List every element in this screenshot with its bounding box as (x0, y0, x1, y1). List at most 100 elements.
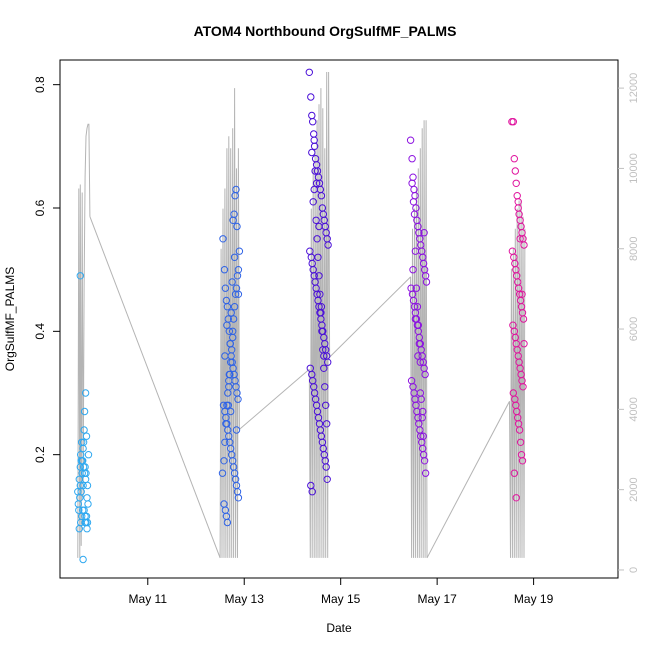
data-point (309, 118, 317, 126)
data-point (324, 358, 332, 366)
data-point (311, 167, 319, 175)
x-tick-label: May 11 (129, 592, 168, 606)
data-point (420, 229, 428, 237)
data-point (516, 438, 525, 446)
y2-tick-label: 12000 (628, 73, 640, 104)
data-point (408, 155, 416, 163)
data-point (519, 383, 527, 391)
altitude-transit-1 (89, 216, 221, 559)
data-point (229, 333, 237, 342)
data-point (219, 235, 227, 243)
altitude-segment-4 (410, 120, 428, 558)
data-point (320, 352, 328, 360)
data-point (312, 216, 320, 225)
data-point (232, 426, 241, 434)
y2-tick-label: 0 (628, 567, 640, 573)
data-point (514, 198, 522, 206)
data-point (229, 315, 238, 323)
data-point (518, 457, 527, 465)
y2-tick-label: 2000 (628, 477, 640, 501)
data-point (221, 352, 229, 360)
data-point (317, 192, 326, 200)
data-point (421, 469, 430, 477)
data-point (322, 463, 330, 471)
data-point (310, 136, 318, 144)
data-point (308, 488, 316, 496)
scatter-points-layer (74, 68, 528, 564)
data-point (234, 290, 243, 298)
data-point (234, 494, 243, 502)
data-point (410, 210, 419, 218)
data-point (409, 266, 417, 274)
altitude-transit-2 (239, 368, 310, 430)
data-point (234, 266, 243, 274)
data-point (316, 290, 324, 298)
data-point (518, 229, 526, 237)
data-point (235, 247, 244, 255)
data-point (234, 395, 242, 403)
x-tick-label: May 15 (321, 592, 361, 606)
data-point (83, 525, 91, 533)
data-point (324, 241, 332, 249)
data-point (415, 340, 423, 348)
data-point (508, 247, 517, 255)
data-point (510, 155, 518, 163)
data-point (318, 327, 326, 335)
data-point (413, 303, 422, 311)
data-point (414, 321, 422, 329)
data-point (518, 290, 526, 298)
data-point (228, 278, 236, 286)
data-point (515, 426, 524, 434)
data-point (321, 383, 329, 391)
y2-tick-label: 8000 (628, 236, 640, 260)
data-point (309, 198, 317, 206)
data-point (513, 192, 521, 200)
data-point (80, 407, 89, 416)
y-tick-label: 0.8 (33, 76, 47, 93)
plot-frame (59, 59, 619, 579)
data-point (223, 303, 232, 311)
altitude-segment-5 (509, 200, 526, 558)
data-point (514, 204, 522, 212)
data-point (232, 185, 240, 194)
altitude-transit-3 (329, 276, 411, 358)
data-point (230, 253, 239, 261)
data-point (317, 303, 326, 311)
data-point (322, 401, 330, 409)
y-axis-label: OrgSulfMF_PALMS (3, 267, 17, 371)
data-point (82, 469, 90, 477)
data-point (323, 475, 331, 483)
data-point (230, 210, 238, 218)
data-point (218, 469, 227, 477)
data-point (307, 93, 315, 101)
data-point (225, 383, 233, 391)
x-axis-label: Date (326, 621, 352, 635)
altitude-line-layer (77, 71, 526, 559)
data-point (75, 506, 83, 514)
altitude-segment-1 (77, 123, 91, 558)
y2-tick-label: 10000 (628, 153, 640, 184)
y-tick-label: 0.6 (33, 199, 47, 216)
data-point (232, 481, 241, 490)
data-point (419, 407, 427, 416)
data-point (84, 500, 92, 508)
data-point (312, 179, 321, 188)
data-point (79, 555, 87, 564)
data-point (80, 426, 88, 434)
x-tick-label: May 17 (417, 592, 457, 606)
altitude-segment-3 (308, 71, 331, 558)
x-tick-label: May 19 (514, 592, 554, 606)
data-point (221, 284, 230, 292)
y-tick-label: 0.2 (33, 446, 47, 463)
data-point (520, 340, 528, 348)
data-point (411, 247, 420, 255)
y2-axis: 0 2000 4000 6000 8000 10000 12000 (618, 73, 640, 573)
y2-tick-label: 6000 (628, 317, 640, 341)
y-tick-label: 0.4 (33, 323, 47, 340)
data-point (510, 469, 518, 477)
data-point (83, 481, 92, 490)
data-point (310, 130, 318, 138)
data-point (421, 370, 429, 379)
data-point (84, 451, 93, 459)
